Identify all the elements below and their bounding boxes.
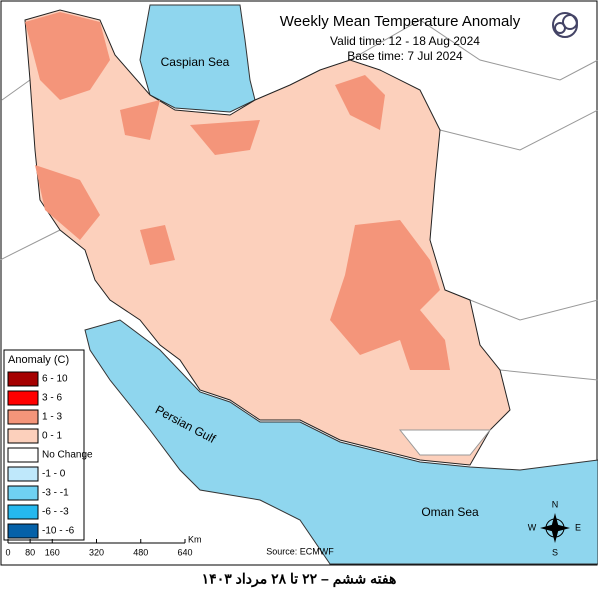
legend-title: Anomaly (C) [8,354,69,366]
legend-label: -3 - -1 [42,488,69,499]
sea-label: Oman Sea [421,505,479,519]
legend-swatch [7,428,39,444]
legend-label: No Change [42,450,93,461]
legend-label: -10 - -6 [42,526,75,537]
no-change-area [398,429,492,456]
legend: 6 - 10 3 - 6 1 - 3 0 - 1 No Change -1 - 0 -3 -… [7,371,93,539]
legend-label: 1 - 3 [42,412,62,423]
scale-label: 160 [45,547,60,557]
compass-e: E [575,522,581,532]
logo [552,12,578,38]
legend-swatch [7,466,39,482]
scale-label: 320 [89,547,104,557]
legend-swatch [7,504,39,520]
legend-label: 6 - 10 [42,374,68,385]
legend-label: 0 - 1 [42,431,62,442]
scale-bar: 0 80 160 320 480 640 Km [5,534,201,557]
title: Weekly Mean Temperature Anomaly [280,13,521,30]
borders [0,19,598,381]
compass: N E S W [528,499,581,557]
scale-label: 640 [177,547,192,557]
scale-label: 0 [5,547,10,557]
source: Source: ECMWF [266,546,334,556]
warm-patches [25,12,450,370]
legend-swatch [7,371,39,387]
legend-swatch [7,409,39,425]
compass-s: S [552,547,558,557]
scale-label: 480 [133,547,148,557]
scale-unit: Km [188,534,202,544]
gulf [84,319,598,565]
scale-label: 80 [25,547,35,557]
valid-time: Valid time: 12 - 18 Aug 2024 [330,34,480,48]
sea-label: Caspian Sea [161,55,230,69]
legend-label: -1 - 0 [42,469,66,480]
legend-swatch [7,485,39,501]
caspian-sea [139,4,256,113]
legend-swatch [7,390,39,406]
legend-swatch [7,523,39,539]
legend-label: 3 - 6 [42,393,62,404]
compass-n: N [552,499,559,509]
caption: هفته ششم – ۲۲ تا ۲۸ مرداد ۱۴۰۳ [202,571,397,588]
legend-swatch [7,447,39,463]
base-time: Base time: 7 Jul 2024 [347,49,463,63]
compass-w: W [528,522,537,532]
legend-label: -6 - -3 [42,507,69,518]
